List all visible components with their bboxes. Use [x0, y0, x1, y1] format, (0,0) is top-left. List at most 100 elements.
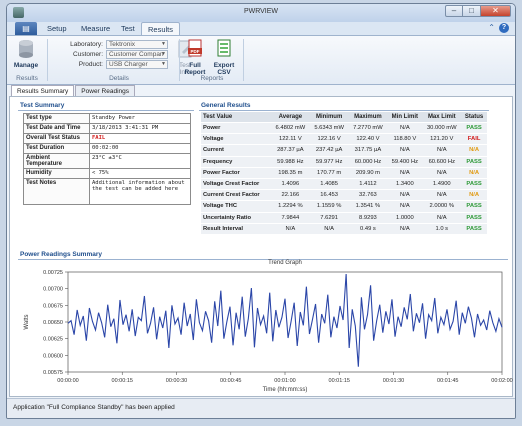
- table-cell: 1.4112: [348, 178, 388, 191]
- collapse-ribbon-icon[interactable]: ⌃: [488, 23, 495, 32]
- full-report-button[interactable]: PDF Full Report: [183, 39, 207, 76]
- table-cell: 59.400 Hz: [387, 156, 423, 168]
- table-row: Power Factor 198.35 m 170.77 m 209.90 m N/A N…: [201, 167, 487, 179]
- x-tick-label: 00:01:00: [274, 378, 295, 384]
- table-cell: 60.600 Hz: [422, 156, 462, 168]
- maximize-button[interactable]: □: [463, 5, 481, 17]
- customer-label: Customer:: [73, 51, 103, 58]
- customer-field[interactable]: Customer Compan ▼: [106, 50, 168, 59]
- table-row: Current 287.37 µA 237.42 µA 317.75 µA N/A N/A…: [201, 144, 487, 157]
- status-badge: PASS: [461, 223, 487, 235]
- table-cell: N/A: [309, 223, 349, 235]
- title-bar: PWRVIEW – □ ✕: [7, 4, 515, 22]
- group-separator: [179, 39, 180, 81]
- summary-value: < 75%: [89, 168, 191, 179]
- app-window: PWRVIEW – □ ✕ ▤ Setup Measure Test Resul…: [6, 3, 516, 419]
- table-cell: N/A: [422, 167, 462, 179]
- tab-measure[interactable]: Measure: [81, 24, 111, 33]
- table-cell: 237.42 µA: [309, 144, 349, 157]
- table-cell: N/A: [387, 167, 423, 179]
- content-tab-bar: Results Summary Power Readings: [11, 85, 136, 97]
- table-cell: 170.77 m: [309, 167, 349, 179]
- summary-value: FAIL: [89, 133, 191, 144]
- x-tick-label: 00:00:15: [112, 378, 133, 384]
- chevron-down-icon: ▼: [161, 51, 166, 57]
- summary-value: Standby Power: [89, 113, 191, 124]
- status-badge: FAIL: [461, 133, 487, 146]
- table-cell: N/A: [422, 212, 462, 224]
- table-row: Humidity < 75%: [23, 168, 191, 179]
- table-cell: 22.166: [270, 189, 310, 202]
- table-cell: 1.2294 %: [270, 200, 310, 213]
- x-tick-label: 00:01:30: [383, 378, 404, 384]
- table-cell: N/A: [387, 189, 423, 202]
- status-badge: PASS: [461, 156, 487, 168]
- status-badge: PASS: [461, 122, 487, 135]
- tab-power-readings[interactable]: Power Readings: [75, 85, 135, 97]
- minimize-button[interactable]: –: [445, 5, 463, 17]
- table-cell: 59.988 Hz: [270, 156, 310, 168]
- tab-results[interactable]: Results: [141, 22, 181, 36]
- summary-key: Test type: [23, 113, 90, 124]
- table-cell: Result Interval: [201, 223, 271, 235]
- table-row: Current Crest Factor 22.166 16.453 32.763 N/…: [201, 189, 487, 202]
- tab-setup[interactable]: Setup: [47, 24, 67, 33]
- column-header: Maximum: [348, 112, 388, 123]
- app-logo-icon: [13, 7, 24, 18]
- table-cell: Current: [201, 144, 271, 157]
- column-header: Test Value: [201, 112, 271, 123]
- column-header: Min Limit: [387, 112, 423, 123]
- export-csv-button[interactable]: Export CSV: [210, 39, 238, 76]
- test-summary-table: Test type Standby Power Test Date and Time…: [23, 113, 191, 205]
- y-tick-label: 0.00650: [43, 320, 63, 326]
- general-results-table: Test Value Average Minimum Maximum Min Limit…: [201, 112, 487, 235]
- help-icon[interactable]: ?: [499, 23, 509, 33]
- status-badge: PASS: [461, 178, 487, 191]
- table-cell: 1.3541 %: [348, 200, 388, 213]
- chart-title: Trend Graph: [268, 260, 302, 266]
- column-header: Max Limit: [422, 112, 462, 123]
- x-tick-label: 00:01:15: [329, 378, 350, 384]
- x-tick-label: 00:00:00: [57, 378, 78, 384]
- table-cell: N/A: [387, 122, 423, 135]
- table-cell: N/A: [387, 223, 423, 235]
- table-cell: 118.80 V: [387, 133, 423, 146]
- table-cell: 7.2770 mW: [348, 122, 388, 135]
- column-header: Average: [270, 112, 310, 123]
- table-cell: 1.3400: [387, 178, 423, 191]
- table-cell: Current Crest Factor: [201, 189, 271, 202]
- table-cell: 16.453: [309, 189, 349, 202]
- manage-button[interactable]: Manage: [13, 39, 39, 69]
- window-title: PWRVIEW: [243, 8, 279, 15]
- chevron-down-icon: ▼: [161, 41, 166, 47]
- tab-test[interactable]: Test: [121, 24, 135, 33]
- column-header: Minimum: [309, 112, 349, 123]
- status-badge: PASS: [461, 212, 487, 224]
- table-row: Voltage Crest Factor 1.4096 1.4085 1.4112 1.…: [201, 178, 487, 191]
- status-badge: N/A: [461, 144, 487, 157]
- table-cell: Voltage THC: [201, 200, 271, 213]
- table-row: Frequency 59.988 Hz 59.977 Hz 60.000 Hz 59.4…: [201, 156, 487, 168]
- close-button[interactable]: ✕: [481, 5, 511, 17]
- tab-results-summary[interactable]: Results Summary: [11, 85, 75, 97]
- chevron-down-icon: ▼: [161, 61, 166, 67]
- laboratory-field[interactable]: Tektronix ▼: [106, 40, 168, 49]
- x-tick-label: 00:00:45: [220, 378, 241, 384]
- table-row: Ambient Temperature 23°C ±3°C: [23, 153, 191, 169]
- table-cell: 7.6291: [309, 212, 349, 224]
- table-row: Test Duration 00:02:00: [23, 143, 191, 154]
- summary-key: Ambient Temperature: [23, 153, 90, 169]
- power-readings-title: Power Readings Summary: [20, 251, 102, 258]
- table-cell: 1.4085: [309, 178, 349, 191]
- status-badge: N/A: [461, 189, 487, 202]
- database-icon: [19, 40, 33, 58]
- x-tick-label: 00:01:45: [437, 378, 458, 384]
- test-summary-title: Test Summary: [20, 102, 65, 109]
- product-field[interactable]: USB Charger ▼: [106, 60, 168, 69]
- app-menu-button[interactable]: ▤: [15, 22, 37, 35]
- table-row: Test Notes Additional information about t…: [23, 178, 191, 205]
- table-cell: N/A: [387, 144, 423, 157]
- column-header: Status: [461, 112, 487, 123]
- table-cell: 6.4802 mW: [270, 122, 310, 135]
